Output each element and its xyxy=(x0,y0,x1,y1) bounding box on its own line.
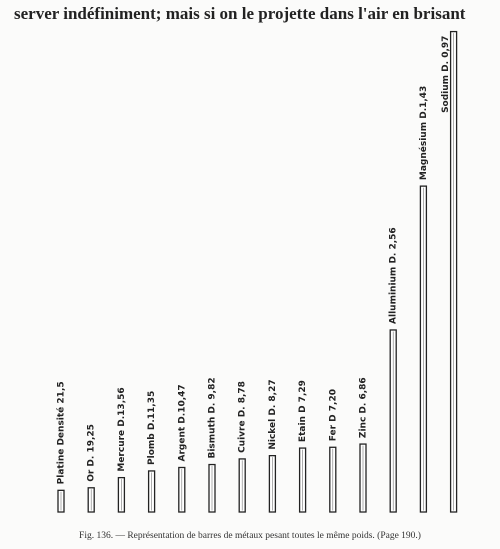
bar-label: Plomb D.11,35 xyxy=(147,391,157,465)
bar-label: Or D. 19,25 xyxy=(87,424,97,482)
bar-label: Nickel D. 8,27 xyxy=(268,379,278,449)
bar-label: Etain D 7,29 xyxy=(298,380,308,442)
bar-label: Sodium D. 0,97 xyxy=(441,36,451,113)
bar-label: Platine Densité 21,5 xyxy=(56,381,67,484)
page-header-text: server indéfiniment; mais si on le proje… xyxy=(14,4,466,23)
bar-label: Alluminium D. 2,56 xyxy=(389,227,399,324)
bar-label: Argent D.10,47 xyxy=(177,384,187,461)
figure-caption: Fig. 136. — Représentation de barres de … xyxy=(79,531,421,541)
bar-label: Bismuth D. 9,82 xyxy=(208,377,218,458)
bar-label: Magnésium D.1,43 xyxy=(418,86,429,180)
bar-label: Zinc D. 6,86 xyxy=(359,377,369,438)
bar-label: Cuivre D. 8,78 xyxy=(238,381,248,453)
bar-label: Mercure D.13,56 xyxy=(117,387,127,471)
bar-label: Fer D 7,20 xyxy=(328,389,338,441)
